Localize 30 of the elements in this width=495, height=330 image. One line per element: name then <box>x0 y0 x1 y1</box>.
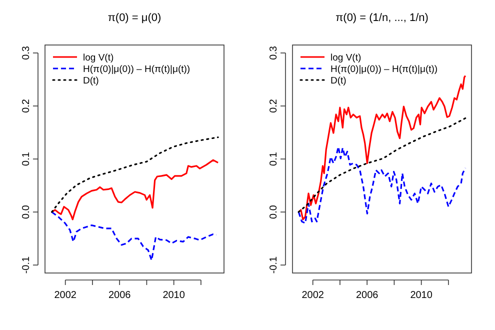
x-tick-label: 2006 <box>108 290 132 301</box>
y-tick-label: 0.1 <box>21 152 32 166</box>
chart-title: π(0) = (1/n, ..., 1/n) <box>336 12 428 24</box>
y-tick-label: 0.0 <box>21 204 32 219</box>
x-tick-label: 2002 <box>302 290 324 301</box>
y-tick-label: -0.1 <box>21 256 32 274</box>
y-tick-label: 0.2 <box>268 98 280 113</box>
y-tick-label: 0.3 <box>268 46 280 60</box>
line-series <box>298 74 466 220</box>
line-series <box>50 136 219 213</box>
line-series <box>298 117 466 213</box>
line-series <box>50 211 218 262</box>
line-series <box>298 146 466 224</box>
x-tick-label: 2010 <box>162 290 186 301</box>
y-tick-label: 0.2 <box>21 98 32 113</box>
y-tick-label: 0.1 <box>268 152 280 166</box>
line-series <box>50 159 219 220</box>
legend-label: D(t) <box>83 76 99 86</box>
y-tick-label: 0.0 <box>268 204 280 219</box>
legend-label: log V(t) <box>330 52 362 64</box>
y-tick-label: -0.1 <box>268 256 280 274</box>
y-tick-label: 0.3 <box>21 46 32 60</box>
legend-label: D(t) <box>330 76 346 86</box>
legend-label: H(π(0)|μ(0)) – H(π(t)|μ(t)) <box>330 64 438 75</box>
x-tick-label: 2002 <box>54 290 77 301</box>
chart-title: π(0) = μ(0) <box>108 12 162 24</box>
legend-label: log V(t) <box>83 52 114 64</box>
x-tick-label: 2010 <box>410 290 433 301</box>
legend-label: H(π(0)|μ(0)) – H(π(t)|μ(t)) <box>83 64 190 75</box>
x-tick-label: 2006 <box>356 290 379 301</box>
